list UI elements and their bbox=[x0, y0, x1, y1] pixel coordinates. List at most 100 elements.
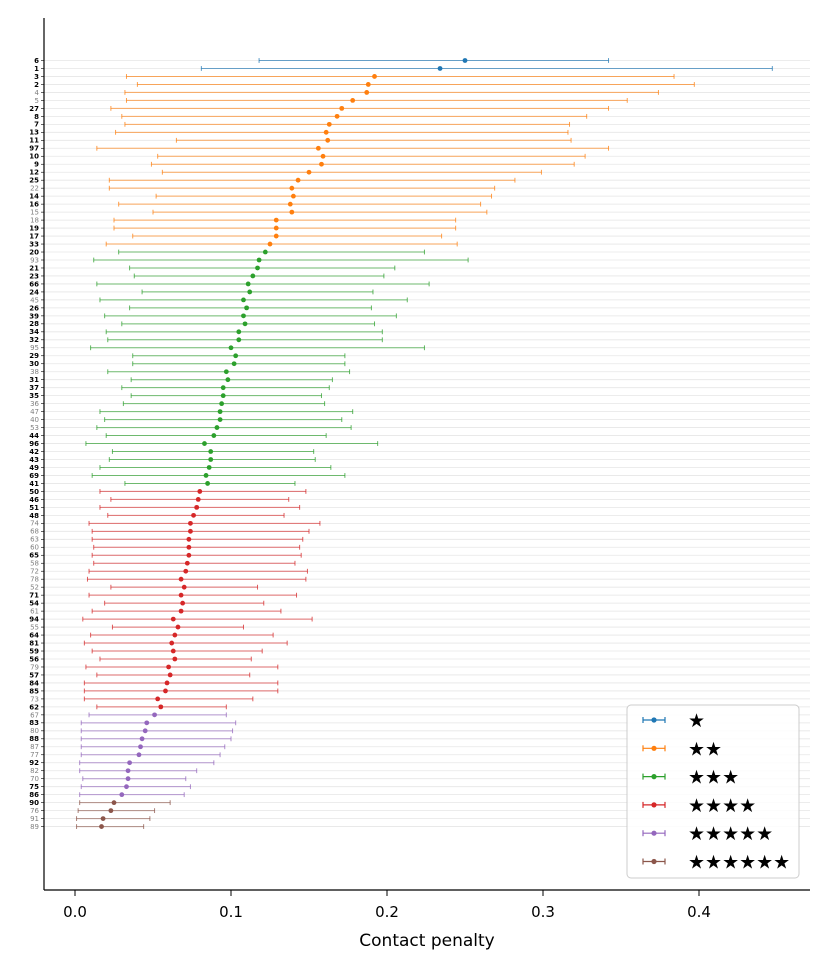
y-tick-label: 22 bbox=[30, 185, 39, 193]
errorbar-row bbox=[161, 169, 542, 175]
errorbar-row bbox=[83, 688, 279, 694]
y-tick-label: 4 bbox=[35, 89, 40, 97]
errorbar-row bbox=[83, 680, 279, 686]
mean-point bbox=[437, 66, 443, 71]
errorbar-row bbox=[122, 401, 326, 407]
errorbar-row bbox=[111, 449, 315, 454]
legend-marker-dot bbox=[651, 802, 657, 808]
mean-point bbox=[183, 568, 189, 574]
errorbar-row bbox=[108, 177, 516, 183]
errorbar-row bbox=[107, 512, 285, 518]
y-tick-label: 32 bbox=[29, 336, 39, 344]
y-tick-label: 11 bbox=[29, 137, 39, 145]
y-tick-label: 94 bbox=[29, 616, 39, 624]
errorbar-row bbox=[85, 664, 279, 670]
errorbar-row bbox=[80, 720, 237, 726]
y-tick-label: 87 bbox=[30, 743, 39, 751]
y-tick-label: 10 bbox=[29, 153, 39, 161]
mean-point bbox=[136, 752, 142, 758]
mean-point bbox=[217, 417, 223, 422]
y-tick-label: 9 bbox=[34, 161, 39, 169]
errorbar-row bbox=[136, 82, 695, 87]
y-tick-label: 42 bbox=[29, 448, 39, 456]
errorbar-row bbox=[124, 121, 571, 127]
mean-point bbox=[172, 632, 178, 638]
errorbar-row bbox=[132, 233, 443, 239]
errorbar-row bbox=[133, 273, 385, 279]
errorbar-row bbox=[76, 816, 151, 821]
errorbar-row bbox=[110, 584, 259, 590]
mean-point bbox=[169, 640, 175, 646]
errorbar-row bbox=[82, 776, 187, 782]
y-tick-label: 41 bbox=[29, 480, 39, 488]
y-tick-label: 71 bbox=[29, 592, 39, 600]
mean-point bbox=[325, 137, 331, 143]
y-tick-label: 79 bbox=[30, 663, 39, 671]
x-axis-label: Contact penalty bbox=[359, 931, 494, 951]
y-tick-label: 78 bbox=[30, 576, 39, 584]
mean-point bbox=[220, 393, 226, 399]
errorbar-row bbox=[124, 481, 296, 486]
errorbar-row bbox=[88, 520, 321, 526]
y-tick-label: 80 bbox=[30, 727, 39, 735]
errorbar-row bbox=[99, 504, 301, 510]
mean-point bbox=[287, 201, 293, 207]
mean-point bbox=[262, 249, 268, 255]
errorbar-row bbox=[79, 800, 171, 806]
y-tick-label: 19 bbox=[29, 224, 39, 232]
mean-point bbox=[163, 688, 168, 694]
errorbar-row bbox=[99, 297, 408, 303]
errorbar-row bbox=[104, 313, 397, 319]
mean-point bbox=[155, 696, 161, 702]
x-tick-label: 0.4 bbox=[687, 903, 711, 921]
legend: ★★★★★★★★★★★★★★★★★★★★★ bbox=[626, 704, 800, 879]
mean-point bbox=[273, 225, 279, 231]
y-tick-label: 34 bbox=[29, 328, 39, 336]
mean-point bbox=[191, 512, 196, 518]
errorbar-row bbox=[118, 249, 425, 255]
legend-entry: ★★★★★ bbox=[642, 823, 773, 845]
mean-point bbox=[194, 504, 200, 510]
legend-marker-dot bbox=[651, 830, 657, 836]
mean-point bbox=[184, 560, 190, 566]
mean-point bbox=[219, 401, 225, 407]
mean-point bbox=[172, 656, 178, 662]
y-tick-label: 46 bbox=[29, 496, 39, 504]
mean-point bbox=[273, 217, 279, 223]
errorbar-row bbox=[104, 600, 265, 606]
y-tick-label: 38 bbox=[30, 368, 39, 376]
mean-point bbox=[167, 672, 173, 678]
mean-point bbox=[178, 592, 184, 598]
y-tick-label: 31 bbox=[29, 376, 39, 384]
legend-entry: ★ bbox=[642, 710, 705, 732]
y-tick-label: 20 bbox=[29, 248, 39, 256]
mean-point bbox=[289, 185, 295, 191]
mean-point bbox=[170, 648, 176, 654]
errorbar-row bbox=[79, 792, 185, 798]
y-tick-label: 97 bbox=[29, 145, 39, 153]
y-tick-label: 75 bbox=[29, 783, 39, 791]
mean-point bbox=[228, 345, 234, 351]
mean-point bbox=[231, 361, 237, 367]
legend-entry: ★★★★ bbox=[642, 795, 756, 817]
errorbar-row bbox=[110, 105, 610, 111]
y-tick-label: 18 bbox=[30, 217, 39, 225]
mean-point bbox=[233, 353, 239, 359]
errorbar-row bbox=[99, 465, 332, 470]
errorbar-row bbox=[77, 808, 156, 814]
mean-point bbox=[306, 169, 312, 175]
y-tick-label: 95 bbox=[30, 344, 39, 352]
y-tick-label: 16 bbox=[29, 201, 39, 209]
errorbar-row bbox=[121, 321, 376, 327]
errorbar-row bbox=[76, 824, 145, 829]
y-tick-label: 49 bbox=[29, 464, 39, 472]
legend-marker-dot bbox=[651, 858, 657, 865]
errorbar-row bbox=[155, 193, 493, 199]
errorbar-row bbox=[83, 696, 254, 702]
errorbar-row bbox=[107, 369, 351, 375]
y-tick-label: 56 bbox=[29, 655, 39, 663]
mean-point bbox=[186, 544, 192, 550]
y-tick-label: 51 bbox=[29, 504, 39, 512]
legend-marker-dot bbox=[651, 717, 657, 723]
errorbar-row bbox=[93, 544, 301, 550]
